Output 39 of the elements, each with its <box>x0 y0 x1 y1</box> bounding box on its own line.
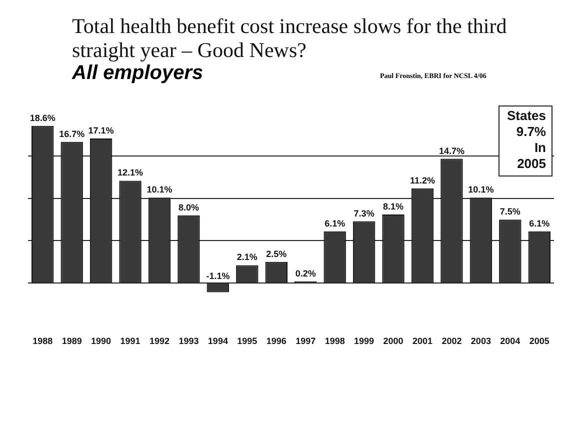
x-tick-label: 2000 <box>383 336 404 346</box>
data-label: 2.1% <box>236 252 258 262</box>
data-label: 10.1% <box>468 184 494 195</box>
data-label: 10.1% <box>146 184 172 195</box>
chart-subtitle: All employers <box>72 62 204 85</box>
x-tick-label: 2005 <box>529 336 550 346</box>
data-label: 14.7% <box>438 146 464 156</box>
data-label: 8.0% <box>178 202 199 212</box>
x-tick-label: 1988 <box>32 336 53 346</box>
annotation: States 9.7% In 2005 <box>506 108 546 172</box>
data-label: 16.7% <box>59 128 85 139</box>
x-tick-label: 2002 <box>442 336 462 346</box>
data-label: 2.5% <box>266 248 287 259</box>
chart-title: Total health benefit cost increase slows for the third straight year – Good News? <box>72 14 508 62</box>
data-label: 8.1% <box>383 202 404 212</box>
x-tick-label: 1991 <box>120 336 140 346</box>
x-tick-label: 1994 <box>208 336 228 346</box>
x-tick-label: 2003 <box>470 336 491 346</box>
x-tick-label: 2001 <box>412 336 433 346</box>
data-label: -1.1% <box>206 270 230 281</box>
x-tick-label: 1997 <box>296 336 316 346</box>
x-tick-label: 1995 <box>237 336 258 346</box>
x-tick-label: 1993 <box>178 336 199 346</box>
x-tick-label: 1996 <box>266 336 286 346</box>
data-label: 17.1% <box>88 125 114 136</box>
x-tick-label: 1990 <box>91 336 112 346</box>
data-label: 18.6% <box>30 112 56 123</box>
x-tick-label: 2004 <box>500 336 520 346</box>
data-label: 11.2% <box>410 175 436 186</box>
x-tick-label: 1992 <box>149 336 170 346</box>
x-tick-label: 1989 <box>62 336 82 346</box>
x-tick-label: 1998 <box>324 336 345 346</box>
data-label: 0.2% <box>295 268 316 278</box>
data-label: 6.1% <box>324 218 346 228</box>
data-label: 12.1% <box>118 168 144 178</box>
data-label: 7.5% <box>500 206 520 217</box>
x-tick-label: 1999 <box>354 336 374 346</box>
data-label: 6.1% <box>529 218 550 228</box>
data-label: 7.3% <box>354 208 374 218</box>
